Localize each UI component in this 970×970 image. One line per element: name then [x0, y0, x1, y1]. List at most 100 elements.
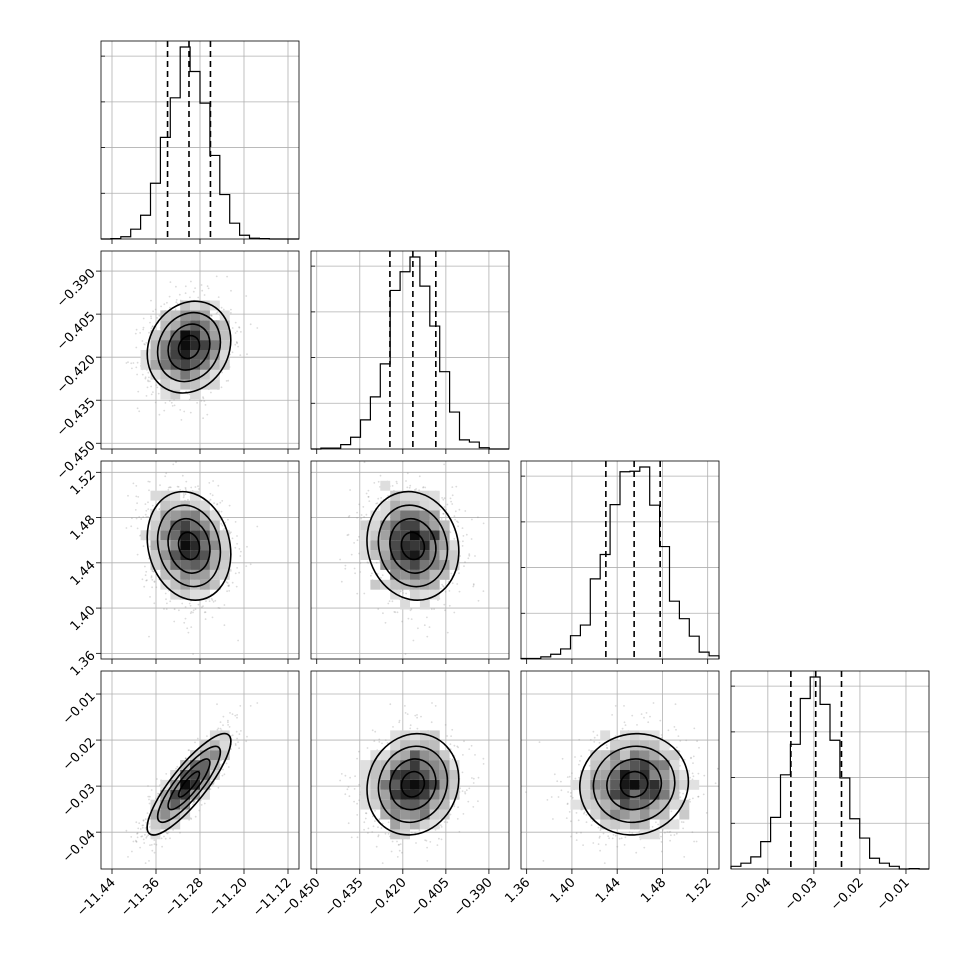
sample-point	[356, 592, 359, 595]
sample-point	[358, 535, 360, 538]
sample-point	[206, 413, 209, 416]
sample-point	[367, 495, 370, 498]
sample-point	[448, 590, 451, 592]
sample-point	[212, 480, 215, 482]
sample-point	[190, 280, 192, 283]
sample-point	[199, 799, 202, 802]
sample-point	[148, 826, 151, 828]
scatter-panel-p0-p3: −0.04−0.03−0.02−0.01−11.44 −11.36 −11.28 −1…	[60, 670, 300, 920]
y-tick-label-p2-2: 1.44	[68, 558, 99, 589]
sample-point	[209, 498, 212, 501]
sample-point	[163, 608, 165, 610]
sample-point	[127, 494, 129, 497]
y-tick-label-p2-0: 1.36	[68, 648, 99, 679]
sample-point	[444, 609, 446, 612]
sample-point	[217, 484, 220, 487]
scatter-panel-p0-p1: −0.450−0.435−0.420−0.405−0.390	[54, 250, 300, 483]
sample-point	[148, 798, 150, 801]
sample-point	[148, 380, 151, 383]
sample-point	[158, 508, 161, 511]
sample-point	[356, 539, 359, 542]
sample-point	[482, 590, 485, 593]
histogram-panel-p1	[310, 250, 510, 454]
sample-point	[204, 404, 207, 406]
histogram-panel-p0	[100, 40, 300, 244]
sample-point	[136, 361, 139, 364]
sample-point	[194, 486, 197, 488]
sample-point	[442, 512, 445, 515]
density-cell	[160, 310, 171, 321]
sample-point	[418, 475, 421, 478]
sample-point	[146, 812, 149, 814]
y-ticks-hist	[101, 55, 105, 194]
density-cell	[140, 359, 151, 370]
density-cell	[170, 340, 181, 350]
sample-point	[467, 557, 470, 560]
sample-point	[197, 603, 200, 606]
sample-point	[130, 836, 133, 838]
sample-point	[185, 390, 188, 393]
sample-point	[217, 296, 220, 298]
sample-point	[235, 730, 238, 733]
sample-point	[159, 484, 161, 487]
sample-point	[166, 602, 168, 605]
density-cell	[200, 379, 210, 390]
sample-point	[153, 843, 156, 845]
sample-point	[192, 611, 194, 614]
sample-point	[405, 480, 407, 482]
histogram-panel-p2	[520, 460, 720, 664]
sample-point	[426, 616, 428, 619]
density-cell	[380, 480, 391, 491]
density-cell	[219, 560, 230, 570]
sample-point	[144, 503, 147, 505]
density-cell	[190, 340, 200, 350]
sample-point	[442, 585, 445, 588]
density-cell	[150, 350, 161, 360]
sample-point	[234, 744, 237, 746]
sample-point	[470, 538, 473, 540]
sample-point	[368, 500, 371, 502]
sample-point	[409, 484, 412, 487]
sample-point	[377, 508, 380, 510]
sample-point	[150, 576, 153, 579]
sample-point	[144, 513, 147, 516]
sample-point	[234, 572, 237, 575]
sample-point	[201, 289, 204, 292]
sample-point	[449, 497, 452, 500]
density-cell	[200, 569, 210, 580]
sample-point	[145, 516, 148, 518]
sample-point	[236, 567, 239, 569]
sample-point	[145, 509, 148, 512]
sample-point	[169, 486, 171, 488]
sample-point	[236, 342, 239, 344]
sample-point	[236, 535, 238, 537]
sample-point	[137, 390, 140, 393]
sample-point	[371, 572, 373, 575]
density-cell	[160, 369, 171, 380]
density-cell	[190, 589, 200, 600]
sample-point	[161, 845, 164, 848]
sample-point	[211, 494, 214, 497]
sample-point	[365, 513, 368, 516]
sample-point	[132, 362, 135, 364]
sample-point	[442, 498, 445, 501]
sample-point	[210, 391, 212, 394]
sample-point	[461, 545, 464, 547]
sample-point	[150, 844, 153, 846]
sample-point	[136, 527, 139, 530]
sample-point	[132, 482, 135, 485]
density-cell	[190, 359, 200, 370]
sample-point	[359, 571, 362, 573]
sample-point	[130, 525, 133, 528]
density-cell	[160, 569, 171, 580]
sample-point	[471, 518, 473, 521]
sample-point	[184, 606, 187, 608]
sample-point	[463, 565, 465, 567]
sample-point	[358, 503, 361, 506]
sample-point	[139, 332, 142, 334]
density-cell	[410, 579, 420, 590]
sample-point	[236, 342, 238, 344]
sample-point	[190, 486, 193, 489]
density-cell	[160, 389, 171, 400]
sample-point	[182, 496, 185, 499]
